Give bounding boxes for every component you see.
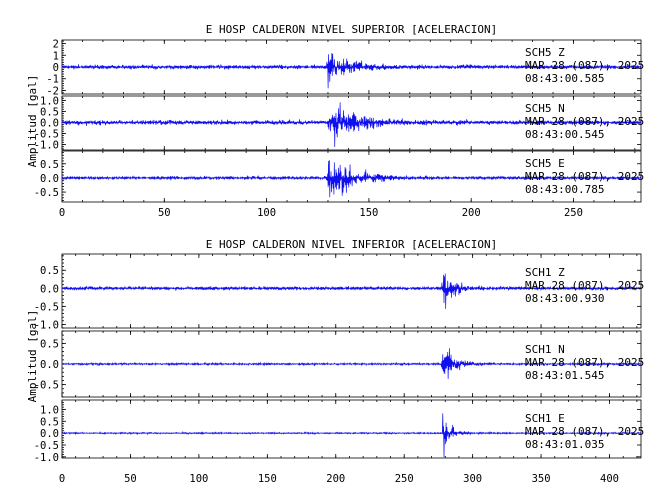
- chart-title: E HOSP CALDERON NIVEL INFERIOR [ACELERAC…: [206, 238, 497, 251]
- y-tick-label: 2: [53, 39, 59, 51]
- waveform-line: [61, 273, 642, 309]
- trace-station-label: SCH1 Z: [525, 266, 565, 279]
- y-tick-label: 1: [53, 50, 59, 62]
- y-tick-label: 0.0: [40, 283, 59, 295]
- waveform-line: [61, 160, 642, 198]
- y-tick-label: 1.0: [40, 404, 59, 416]
- trace-date-label: MAR 28 (087), 2025: [525, 356, 644, 369]
- y-axis-label: Amplitud [gal]: [26, 75, 39, 168]
- y-tick-label: 0: [53, 62, 59, 74]
- y-tick-label: -1: [46, 74, 59, 86]
- y-tick-label: 0.0: [40, 359, 59, 371]
- trace-time-label: 08:43:01.035: [525, 438, 604, 451]
- y-tick-label: 0.0: [40, 173, 59, 185]
- x-tick-label: 400: [600, 473, 619, 485]
- x-tick-label: 250: [564, 207, 583, 219]
- y-tick-label: -2: [46, 85, 59, 97]
- x-tick-label: 350: [532, 473, 551, 485]
- trace-station-label: SCH5 E: [525, 157, 565, 170]
- waveform-line: [61, 102, 642, 148]
- x-tick-label: 150: [258, 473, 277, 485]
- y-tick-label: -0.5: [34, 128, 59, 140]
- y-tick-label: 0.0: [40, 428, 59, 440]
- y-tick-label: 0.5: [40, 265, 59, 277]
- x-tick-label: 200: [326, 473, 345, 485]
- y-tick-label: -0.5: [34, 187, 59, 199]
- x-tick-label: 250: [395, 473, 414, 485]
- trace-station-label: SCH1 E: [525, 412, 565, 425]
- chart-title: E HOSP CALDERON NIVEL SUPERIOR [ACELERAC…: [206, 23, 497, 36]
- y-tick-label: 0.5: [40, 159, 59, 171]
- y-tick-label: 0.5: [40, 106, 59, 118]
- trace-time-label: 08:43:01.545: [525, 369, 604, 382]
- panel-frame: [61, 399, 642, 459]
- y-axis-label: Amplitud [gal]: [26, 310, 39, 403]
- trace-time-label: 08:43:00.785: [525, 183, 604, 196]
- y-tick-label: -1.0: [34, 452, 59, 464]
- panel-frame: [61, 253, 642, 329]
- trace-time-label: 08:43:00.930: [525, 292, 604, 305]
- trace-station-label: SCH5 Z: [525, 46, 565, 59]
- y-tick-label: 0.5: [40, 416, 59, 428]
- y-tick-label: 1.0: [40, 95, 59, 107]
- x-tick-label: 50: [158, 207, 171, 219]
- y-tick-label: -0.5: [34, 440, 59, 452]
- x-tick-label: 300: [463, 473, 482, 485]
- x-tick-label: 150: [359, 207, 378, 219]
- trace-date-label: MAR 28 (087), 2025: [525, 170, 644, 183]
- x-tick-label: 0: [59, 473, 65, 485]
- y-tick-label: 0.0: [40, 117, 59, 129]
- x-tick-label: 50: [124, 473, 137, 485]
- x-tick-label: 200: [462, 207, 481, 219]
- trace-date-label: MAR 28 (087), 2025: [525, 279, 644, 292]
- trace-station-label: SCH5 N: [525, 102, 565, 115]
- waveform-line: [61, 348, 642, 379]
- chart-block-1: E HOSP CALDERON NIVEL SUPERIOR [ACELERAC…: [26, 23, 644, 219]
- y-tick-label: 0.5: [40, 338, 59, 350]
- chart-block-2: E HOSP CALDERON NIVEL INFERIOR [ACELERAC…: [26, 238, 644, 485]
- trace-date-label: MAR 28 (087), 2025: [525, 115, 644, 128]
- trace-station-label: SCH1 N: [525, 343, 565, 356]
- y-tick-label: -0.5: [34, 380, 59, 392]
- trace-date-label: MAR 28 (087), 2025: [525, 59, 644, 72]
- y-tick-label: -0.5: [34, 301, 59, 313]
- y-tick-label: -1.0: [34, 319, 59, 331]
- panel-frame: [61, 150, 642, 203]
- waveform-line: [61, 52, 642, 89]
- trace-time-label: 08:43:00.545: [525, 128, 604, 141]
- trace-date-label: MAR 28 (087), 2025: [525, 425, 644, 438]
- trace-time-label: 08:43:00.585: [525, 72, 604, 85]
- x-tick-label: 100: [257, 207, 276, 219]
- y-tick-label: -1.0: [34, 139, 59, 151]
- x-tick-label: 0: [59, 207, 65, 219]
- waveform-line: [61, 413, 642, 458]
- x-tick-label: 100: [189, 473, 208, 485]
